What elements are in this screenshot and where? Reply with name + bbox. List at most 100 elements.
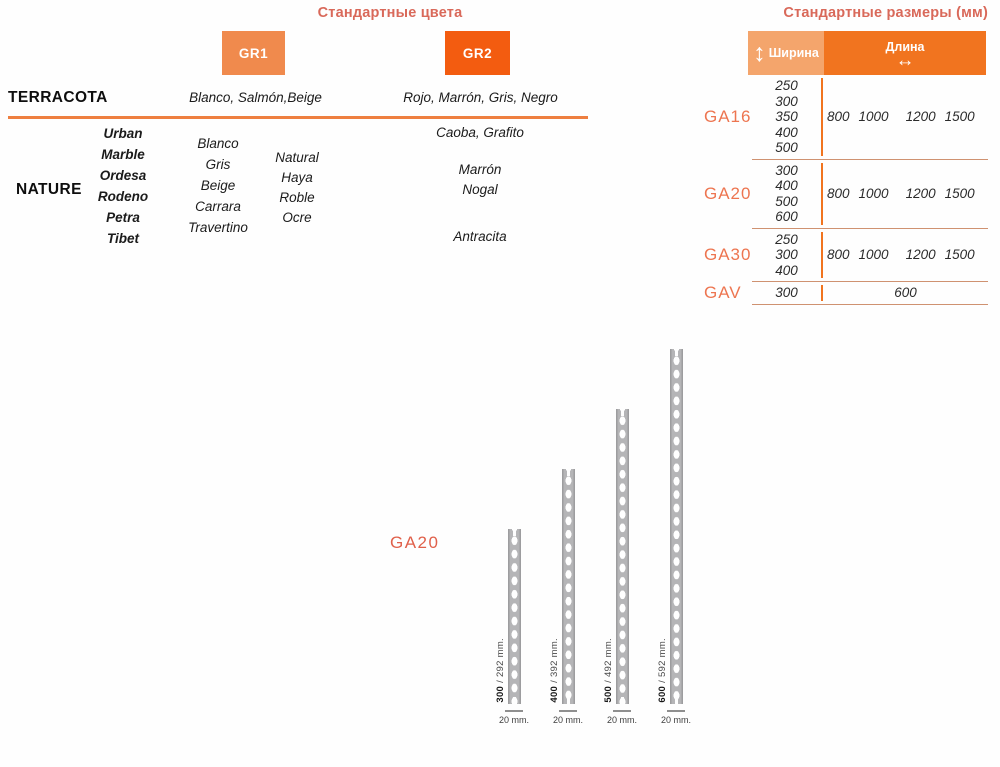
width-value: 300	[775, 247, 798, 262]
width-header-cell: ↕ Ширина	[748, 31, 824, 75]
width-values-column: 300	[752, 285, 823, 301]
length-values-row: 600	[823, 285, 988, 301]
nature-color-name: Beige	[200, 178, 236, 193]
width-values-column: 300 400 500 600	[752, 162, 823, 225]
width-value: 250	[775, 231, 798, 247]
post-nominal-value: 400	[549, 686, 560, 703]
width-value: 400	[775, 124, 798, 140]
gr2-badge: GR2	[445, 31, 510, 75]
post-width-line	[613, 710, 631, 712]
terracota-label: TERRACOTA	[8, 89, 108, 106]
width-value: 600	[775, 209, 798, 224]
orange-divider-line	[8, 116, 588, 119]
length-value: 1200	[905, 109, 936, 125]
post-height-label: 500 / 492 mm.	[603, 638, 614, 703]
post-width-line	[505, 710, 523, 712]
length-value: 800	[827, 186, 850, 201]
size-group-label: GA30	[704, 245, 752, 265]
length-value: 600	[894, 285, 917, 301]
terracota-gr1-colors: Blanco, Salmón,Beige	[189, 90, 322, 105]
size-group-content: 250 300 350 400 500 800 1000 1200 1500	[752, 75, 988, 160]
terracota-gr2-colors: Rojo, Marrón, Gris, Negro	[403, 90, 558, 105]
post-base: 20 mm.	[595, 704, 649, 725]
perforated-post	[507, 529, 521, 704]
nature-color-name: Ocre	[282, 210, 312, 225]
nature-gr2-colors-bottom: Antracita	[453, 229, 507, 244]
post-height-label: 300 / 292 mm.	[495, 638, 506, 703]
nature-color-name: Carrara	[195, 199, 241, 214]
size-group-row: GAV 300 600	[700, 282, 988, 305]
nature-color-name: Natural	[275, 150, 319, 165]
perforated-post	[669, 349, 683, 704]
width-value: 300	[775, 162, 798, 178]
post-width-line	[667, 710, 685, 712]
width-value: 300	[775, 93, 798, 109]
sizes-table-body: GA16 250 300 350 400 500 800 1000 1200 1500 GA20 30…	[700, 75, 988, 305]
width-values-column: 250 300 400	[752, 231, 823, 278]
length-value: 1200	[905, 247, 936, 263]
size-group-label: GA16	[704, 107, 752, 127]
nature-gr2-colors-mid: Marrón Nogal	[380, 163, 580, 197]
length-value: 1500	[944, 109, 975, 125]
colors-section-title: Стандартные цвета	[317, 5, 463, 21]
post-base: 20 mm.	[649, 704, 703, 725]
perforated-post	[561, 469, 575, 704]
gr1-badge: GR1	[222, 31, 285, 75]
post-base: 20 mm.	[487, 704, 541, 725]
post-unit: 400 / 392 mm. 20 mm.	[541, 349, 595, 725]
post-nominal-value: 600	[657, 686, 668, 703]
length-values-row: 800 1000 1200 1500	[823, 232, 988, 279]
nature-label: NATURE	[16, 181, 82, 198]
length-values-row: 800 1000 1200 1500	[823, 78, 988, 156]
diagram-title: GA20	[390, 533, 440, 552]
nature-color-name: Travertino	[188, 220, 248, 235]
sizes-section-title: Стандартные размеры (мм)	[783, 5, 988, 21]
nature-color-name: Roble	[279, 190, 315, 205]
perforated-post	[615, 409, 629, 704]
nature-color-name: Marrón	[458, 162, 502, 177]
size-group-content: 300 600	[752, 282, 988, 305]
post-width-label: 20 mm.	[660, 715, 691, 725]
nature-gr1-colors-col2: Natural Haya Roble Ocre	[247, 151, 347, 225]
nature-model-name: Marble	[101, 147, 145, 162]
width-value: 250	[775, 78, 798, 93]
width-value: 500	[775, 140, 798, 155]
length-value: 1500	[944, 247, 975, 263]
post-width-label: 20 mm.	[498, 715, 529, 725]
post-unit: 600 / 592 mm. 20 mm.	[649, 349, 703, 725]
nature-color-name: Nogal	[462, 182, 498, 197]
size-group-row: GA20 300 400 500 600 800 1000 1200 1500	[700, 160, 988, 229]
length-value: 800	[827, 247, 850, 263]
post-base: 20 mm.	[541, 704, 595, 725]
width-value: 400	[775, 178, 798, 193]
nature-color-name: Blanco	[197, 136, 239, 151]
width-header-label: Ширина	[768, 46, 819, 60]
size-group-content: 300 400 500 600 800 1000 1200 1500	[752, 160, 988, 229]
post-nominal-value: 300	[495, 686, 506, 703]
posts-diagram: 300 / 292 mm. 20 mm. 400 / 392 mm. 20 mm. 50…	[487, 349, 707, 725]
post-unit: 300 / 292 mm. 20 mm.	[487, 349, 541, 725]
nature-gr2-colors-top: Caoba, Grafito	[436, 125, 524, 140]
length-header-cell: Длина ↔	[824, 31, 986, 75]
size-group-label: GAV	[704, 283, 742, 303]
nature-color-name: Gris	[205, 157, 231, 172]
size-group-content: 250 300 400 800 1000 1200 1500	[752, 229, 988, 282]
length-value: 800	[827, 109, 850, 125]
length-value: 1500	[944, 186, 975, 201]
size-group-row: GA30 250 300 400 800 1000 1200 1500	[700, 229, 988, 282]
width-value: 500	[775, 193, 798, 209]
vertical-double-arrow-icon: ↕	[753, 38, 766, 67]
post-height-label: 600 / 592 mm.	[657, 638, 668, 703]
length-header-label: Длина	[885, 39, 925, 54]
nature-gr1-colors-col1: Blanco Gris Beige Carrara Travertino	[168, 137, 268, 235]
width-value: 300	[775, 285, 798, 300]
size-group-label: GA20	[704, 184, 752, 203]
length-value: 1200	[905, 186, 936, 201]
nature-model-name: Rodeno	[97, 189, 149, 204]
nature-model-name: Tibet	[106, 231, 139, 246]
size-group-row: GA16 250 300 350 400 500 800 1000 1200 1500	[700, 75, 988, 160]
post-unit: 500 / 492 mm. 20 mm.	[595, 349, 649, 725]
width-value: 400	[775, 262, 798, 278]
length-value: 1000	[858, 186, 889, 201]
